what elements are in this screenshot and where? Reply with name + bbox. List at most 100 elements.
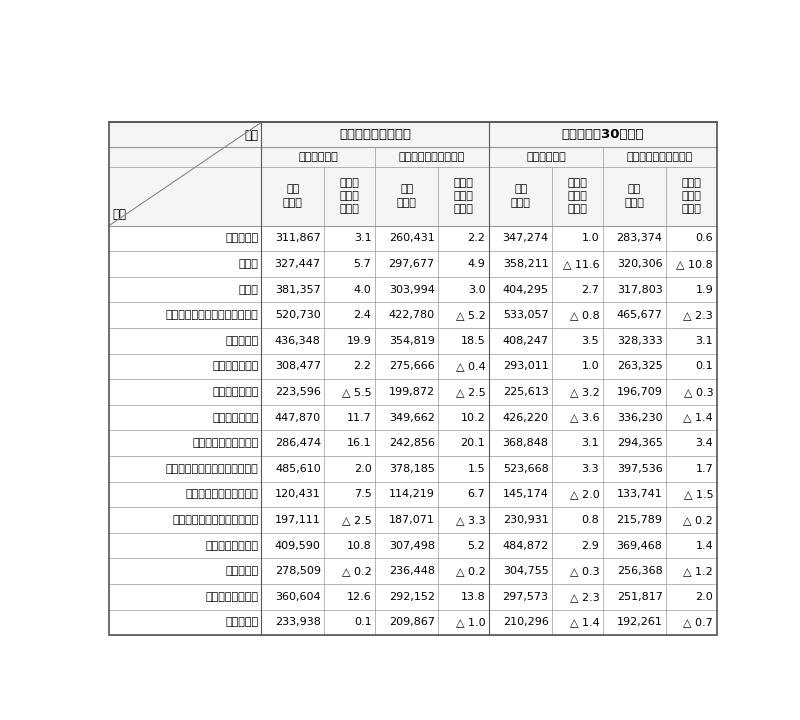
Text: △ 5.5: △ 5.5 — [342, 387, 371, 397]
Text: 120,431: 120,431 — [275, 490, 321, 500]
Text: 1.4: 1.4 — [695, 541, 713, 551]
Text: △ 2.5: △ 2.5 — [342, 515, 371, 525]
Text: 145,174: 145,174 — [502, 490, 549, 500]
Text: 328,333: 328,333 — [617, 336, 662, 346]
Text: 5.2: 5.2 — [467, 541, 486, 551]
Text: △ 10.8: △ 10.8 — [677, 259, 713, 269]
Text: 6.7: 6.7 — [467, 490, 486, 500]
Text: 3.1: 3.1 — [582, 438, 599, 448]
Text: 210,296: 210,296 — [502, 618, 549, 627]
Text: 3.3: 3.3 — [582, 464, 599, 474]
Text: 297,573: 297,573 — [502, 592, 549, 602]
Text: 485,610: 485,610 — [275, 464, 321, 474]
Text: サービス業: サービス業 — [226, 618, 258, 627]
Text: 422,780: 422,780 — [389, 310, 434, 320]
Text: 533,057: 533,057 — [503, 310, 549, 320]
Text: △ 0.7: △ 0.7 — [683, 618, 713, 627]
Text: 358,211: 358,211 — [503, 259, 549, 269]
Text: 349,662: 349,662 — [389, 413, 434, 423]
Text: 187,071: 187,071 — [389, 515, 434, 525]
Text: △ 1.4: △ 1.4 — [683, 413, 713, 423]
Text: 製造業: 製造業 — [239, 284, 258, 294]
Text: 283,374: 283,374 — [617, 233, 662, 243]
Text: きまって支給する給与: きまって支給する給与 — [399, 152, 466, 162]
Text: △ 2.0: △ 2.0 — [570, 490, 599, 500]
Text: 0.1: 0.1 — [695, 361, 713, 372]
Text: 18.5: 18.5 — [461, 336, 486, 346]
Text: 317,803: 317,803 — [617, 284, 662, 294]
Text: 2.0: 2.0 — [695, 592, 713, 602]
Text: 3.0: 3.0 — [468, 284, 486, 294]
Text: 2.0: 2.0 — [354, 464, 371, 474]
Text: 397,536: 397,536 — [617, 464, 662, 474]
Text: 現金給与総額: 現金給与総額 — [526, 152, 566, 162]
Text: 不動産業，物品賃貸業: 不動産業，物品賃貸業 — [193, 438, 258, 448]
Text: 情報通信業: 情報通信業 — [226, 336, 258, 346]
Text: △ 2.3: △ 2.3 — [570, 592, 599, 602]
Text: 293,011: 293,011 — [503, 361, 549, 372]
Text: 1.5: 1.5 — [468, 464, 486, 474]
Text: 医療，福祉: 医療，福祉 — [226, 566, 258, 576]
Text: 263,325: 263,325 — [617, 361, 662, 372]
Text: 対前年
増減率
（％）: 対前年 増減率 （％） — [454, 178, 474, 215]
Text: 114,219: 114,219 — [389, 490, 434, 500]
Text: 304,755: 304,755 — [503, 566, 549, 576]
Text: きまって支給する給与: きまって支給する給与 — [627, 152, 693, 162]
Text: 5.7: 5.7 — [354, 259, 371, 269]
Text: 242,856: 242,856 — [389, 438, 434, 448]
Text: 347,274: 347,274 — [502, 233, 549, 243]
Text: △ 1.4: △ 1.4 — [570, 618, 599, 627]
Text: 251,817: 251,817 — [617, 592, 662, 602]
Text: 408,247: 408,247 — [502, 336, 549, 346]
Text: 354,819: 354,819 — [389, 336, 434, 346]
Text: 297,677: 297,677 — [389, 259, 434, 269]
Text: 311,867: 311,867 — [275, 233, 321, 243]
Text: 対前年
増減率
（％）: 対前年 増減率 （％） — [340, 178, 360, 215]
Text: 対前年
増減率
（％）: 対前年 増減率 （％） — [682, 178, 702, 215]
Text: 2.2: 2.2 — [354, 361, 371, 372]
Text: 197,111: 197,111 — [275, 515, 321, 525]
Text: 区分: 区分 — [245, 129, 258, 142]
Text: 260,431: 260,431 — [389, 233, 434, 243]
Text: 対前年
増減率
（％）: 対前年 増減率 （％） — [568, 178, 587, 215]
Text: 2.2: 2.2 — [467, 233, 486, 243]
Text: 225,613: 225,613 — [503, 387, 549, 397]
Text: 0.8: 0.8 — [582, 515, 599, 525]
Text: 236,448: 236,448 — [389, 566, 434, 576]
Text: 0.1: 0.1 — [354, 618, 371, 627]
Text: 実数
（円）: 実数 （円） — [625, 184, 645, 207]
Text: 303,994: 303,994 — [389, 284, 434, 294]
Text: 実数
（円）: 実数 （円） — [397, 184, 417, 207]
Text: 133,741: 133,741 — [617, 490, 662, 500]
Text: 13.8: 13.8 — [461, 592, 486, 602]
Text: △ 1.5: △ 1.5 — [683, 490, 713, 500]
Text: 運輸業，郵便業: 運輸業，郵便業 — [212, 361, 258, 372]
Text: 409,590: 409,590 — [275, 541, 321, 551]
Text: 286,474: 286,474 — [274, 438, 321, 448]
Text: △ 0.4: △ 0.4 — [455, 361, 486, 372]
Text: 1.7: 1.7 — [695, 464, 713, 474]
Text: △ 0.2: △ 0.2 — [455, 566, 486, 576]
Text: 2.4: 2.4 — [354, 310, 371, 320]
Text: 実数
（円）: 実数 （円） — [510, 184, 530, 207]
Text: 1.0: 1.0 — [582, 233, 599, 243]
Text: 436,348: 436,348 — [275, 336, 321, 346]
Text: 4.9: 4.9 — [467, 259, 486, 269]
Text: △ 3.2: △ 3.2 — [570, 387, 599, 397]
Text: 金融業，保険業: 金融業，保険業 — [212, 413, 258, 423]
Text: 0.6: 0.6 — [695, 233, 713, 243]
Text: 278,509: 278,509 — [274, 566, 321, 576]
Text: 2.7: 2.7 — [582, 284, 599, 294]
Text: 3.5: 3.5 — [582, 336, 599, 346]
Text: 教育，学習支援業: 教育，学習支援業 — [206, 541, 258, 551]
Text: 426,220: 426,220 — [502, 413, 549, 423]
Text: 381,357: 381,357 — [275, 284, 321, 294]
Text: △ 0.2: △ 0.2 — [683, 515, 713, 525]
Text: 10.8: 10.8 — [346, 541, 371, 551]
Text: △ 0.8: △ 0.8 — [570, 310, 599, 320]
Text: 2.9: 2.9 — [582, 541, 599, 551]
Text: 4.0: 4.0 — [354, 284, 371, 294]
Text: 223,596: 223,596 — [275, 387, 321, 397]
Text: 327,447: 327,447 — [274, 259, 321, 269]
Text: 308,477: 308,477 — [274, 361, 321, 372]
